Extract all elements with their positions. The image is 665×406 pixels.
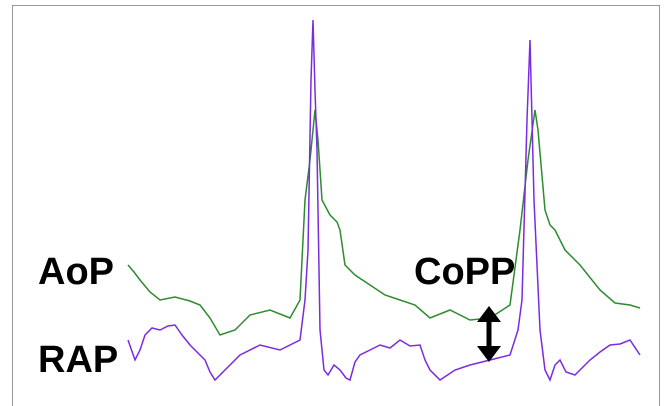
rap-trace [127, 19, 641, 382]
aop-trace [127, 109, 641, 336]
rap-label: RAP [38, 339, 118, 381]
aop-label: AoP [38, 251, 114, 293]
frame [12, 5, 660, 406]
copp-arrow [477, 306, 501, 362]
copp-label: CoPP [414, 251, 515, 293]
